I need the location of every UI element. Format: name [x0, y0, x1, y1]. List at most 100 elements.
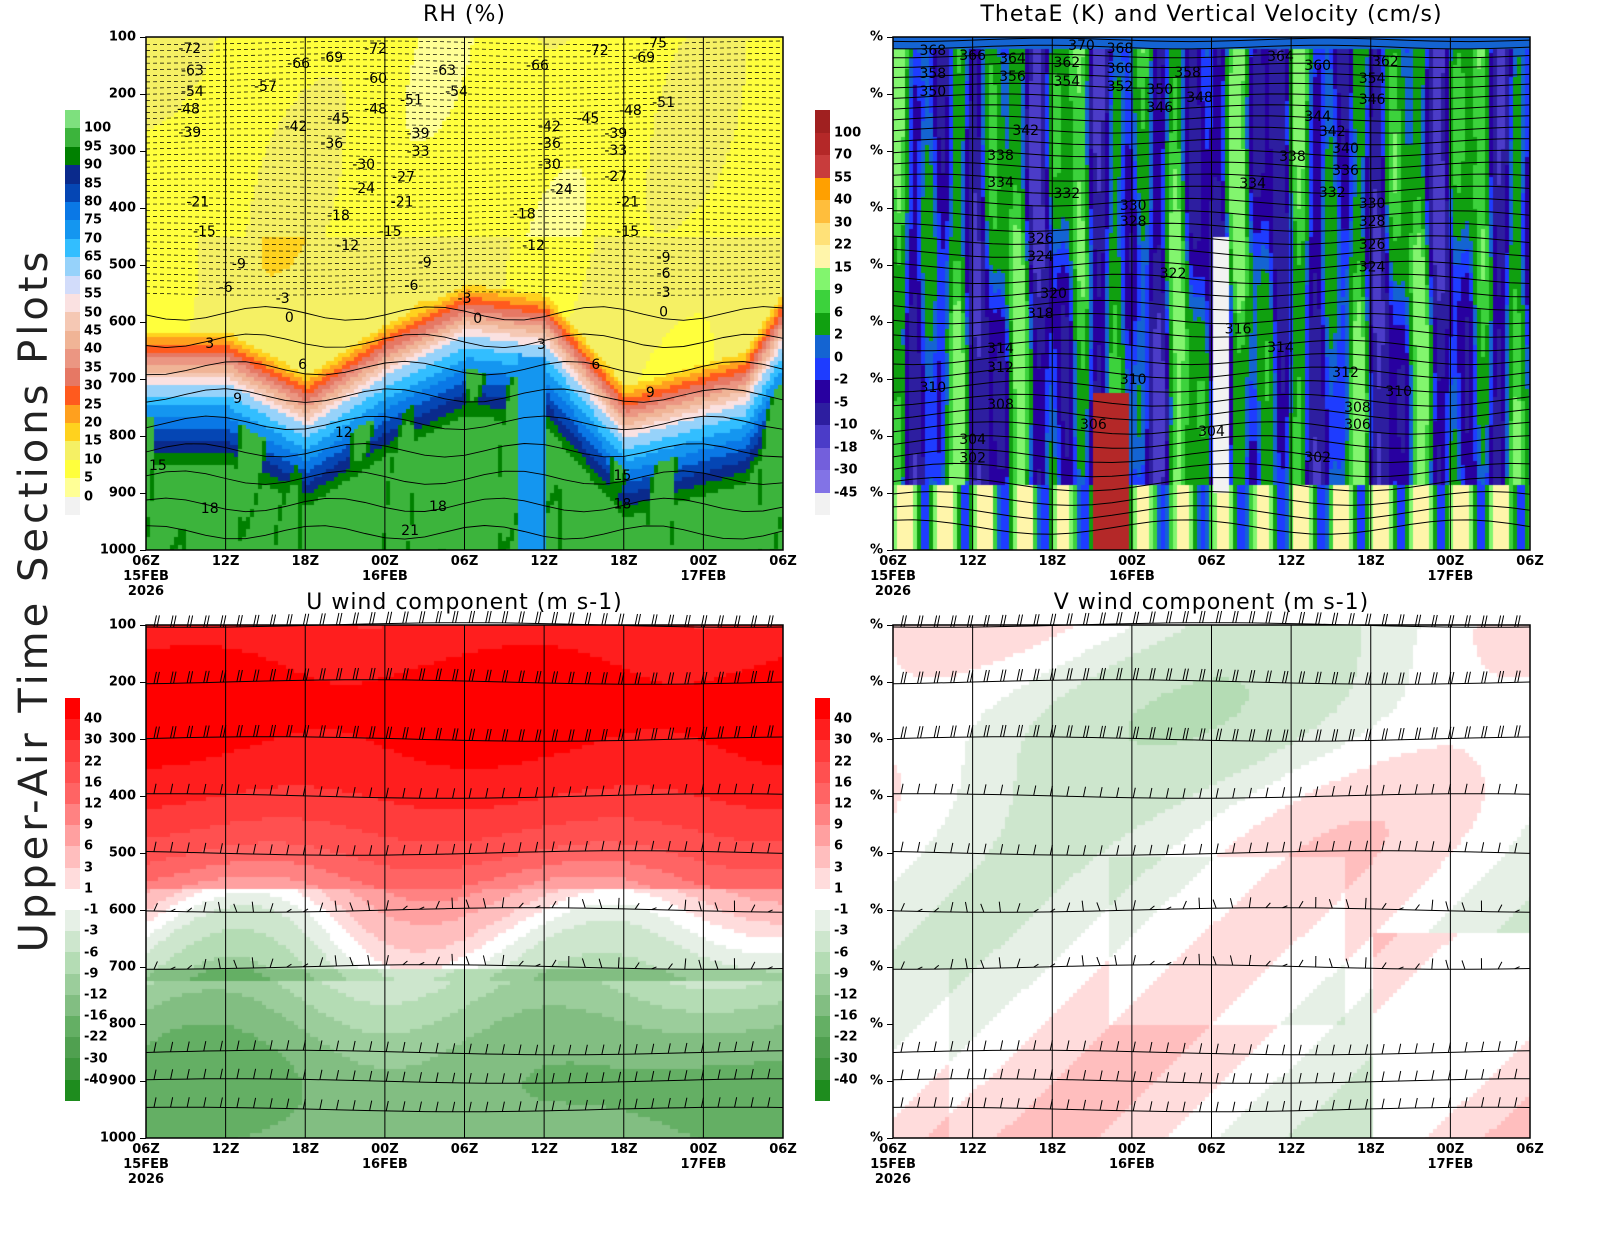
- wind-barb: [369, 1070, 373, 1082]
- wind-barb: [1450, 726, 1455, 739]
- colorbar-swatch: [65, 422, 80, 442]
- wind-barb: [504, 670, 509, 683]
- wind-barb: [1168, 727, 1173, 740]
- wind-barb: [1398, 727, 1402, 740]
- wind-barb: [1481, 1041, 1485, 1052]
- wind-barb: [1398, 966, 1404, 970]
- colorbar-label: -40: [84, 1072, 108, 1088]
- wind-barb: [468, 669, 473, 682]
- colorbar-label: 16: [84, 775, 103, 791]
- wind-barb: [953, 670, 957, 683]
- contour-label: 6: [591, 357, 600, 373]
- wind-barb: [402, 1041, 406, 1053]
- colorbar-label: 30: [834, 732, 853, 748]
- wind-barb: [917, 908, 923, 912]
- x-tick-label: 12Z: [958, 554, 987, 569]
- x-date-label: 17FEB: [1427, 569, 1474, 584]
- wind-barb: [983, 784, 987, 795]
- wind-barb: [750, 1068, 754, 1080]
- wind-barb: [703, 726, 708, 739]
- wind-barb: [352, 1070, 356, 1081]
- contour-label: -60: [364, 71, 387, 87]
- contour-label: 3: [537, 337, 546, 353]
- wind-barb: [418, 668, 423, 681]
- wind-barb: [1364, 1071, 1369, 1082]
- wind-barb: [1000, 1040, 1004, 1051]
- overlay: 368 366 364 370 368 362 360 364 360 362 358 356 354 3…: [892, 36, 1531, 551]
- wind-barb: [1232, 728, 1236, 741]
- y-tick-mark: [140, 550, 146, 551]
- y-tick-label: %: [869, 902, 883, 918]
- wind-barb: [385, 1100, 389, 1112]
- wind-barb: [667, 727, 672, 740]
- wind-barb: [1517, 670, 1521, 683]
- wind-barb: [1315, 841, 1319, 852]
- y-tick-mark: [140, 94, 146, 95]
- wind-barb: [1481, 783, 1485, 794]
- wind-barb: [767, 1040, 771, 1052]
- wind-barb: [933, 964, 940, 970]
- colorbar-swatch: [815, 761, 830, 783]
- y-tick-mark: [887, 493, 893, 494]
- wind-barb: [319, 845, 323, 856]
- y-tick-label: %: [869, 29, 883, 45]
- colorbar-label: 70: [84, 231, 103, 247]
- wind-barb: [900, 841, 904, 852]
- wind-barb: [322, 725, 326, 738]
- x-tick-label: 12Z: [1277, 1142, 1305, 1157]
- wind-barb: [684, 672, 688, 685]
- wind-barb: [501, 1101, 505, 1112]
- wind-barb: [1235, 728, 1239, 741]
- contour-label: -24: [550, 182, 573, 198]
- colorbar-label: -18: [834, 440, 858, 455]
- wind-barb: [402, 905, 408, 911]
- chart-title: ThetaE (K) and Vertical Velocity (cm/s): [980, 2, 1443, 27]
- colorbar-swatch: [815, 719, 830, 741]
- colorbar-swatch: [65, 146, 80, 166]
- wind-barb: [1119, 612, 1123, 625]
- colorbar-label: 3: [84, 860, 94, 876]
- y-tick-mark: [887, 436, 893, 437]
- wind-barb: [504, 611, 509, 624]
- wind-barb: [535, 1100, 539, 1112]
- wind-barb: [1003, 669, 1007, 682]
- wind-barb: [767, 842, 771, 854]
- wind-barb: [1149, 844, 1153, 855]
- colorbar-swatch: [815, 312, 830, 335]
- wind-barb: [617, 1099, 622, 1110]
- colorbar-swatch: [815, 1079, 830, 1101]
- wind-barb: [1265, 960, 1271, 967]
- wind-barb: [1049, 613, 1054, 626]
- y-tick-mark: [140, 37, 146, 38]
- wind-barb: [933, 1097, 937, 1108]
- y-tick-mark: [140, 493, 146, 494]
- wind-barb: [950, 842, 954, 853]
- wind-barb: [1251, 670, 1256, 683]
- colorbar-label: -30: [834, 462, 858, 478]
- wind-barb: [452, 843, 456, 854]
- wind-barb: [521, 611, 525, 624]
- wind-barb: [900, 783, 904, 794]
- wind-barb: [698, 959, 702, 970]
- y-tick-mark: [887, 1138, 893, 1139]
- colorbar: [815, 698, 830, 1101]
- colorbar-label: -1: [834, 902, 849, 918]
- contour-label: -21: [616, 195, 639, 211]
- y-tick-label: %: [869, 1016, 883, 1032]
- wind-barb: [1229, 955, 1234, 966]
- barb-baseline: [145, 622, 784, 628]
- wind-barb: [1364, 1099, 1369, 1110]
- wind-barb: [1497, 904, 1503, 913]
- wind-barb: [319, 957, 324, 967]
- wind-barb: [1199, 843, 1203, 854]
- wind-barb: [1265, 787, 1269, 798]
- wind-barb: [355, 725, 359, 738]
- wind-barb: [1268, 670, 1272, 683]
- contour-label: 368: [919, 43, 946, 59]
- wind-barb: [1315, 729, 1319, 742]
- plot-frame: [145, 36, 784, 551]
- wind-barb: [1132, 726, 1137, 739]
- wind-barb: [950, 958, 954, 970]
- contour-label: -33: [407, 144, 430, 160]
- contour-label: -15: [379, 224, 402, 240]
